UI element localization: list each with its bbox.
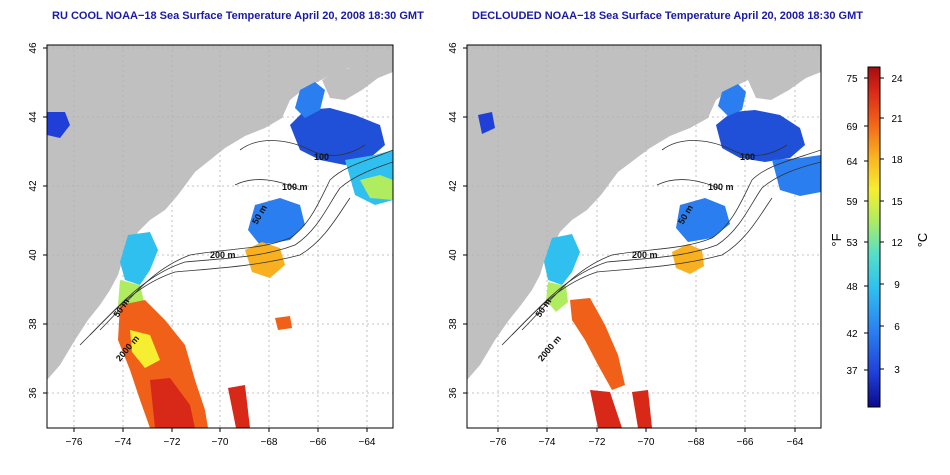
lon-tick-label: −72: [589, 437, 606, 448]
contour-label: 100: [314, 152, 329, 162]
colorbar-f-tick: 48: [846, 282, 858, 293]
map-title-left: RU COOL NOAA−18 Sea Surface Temperature …: [52, 10, 424, 22]
colorbar-fahrenheit-label: °F: [829, 233, 844, 246]
lat-tick-label: 38: [28, 318, 39, 330]
map-panel-left: 100 100 m 50 m 200 m 50 m 2000 m −76 −74…: [28, 42, 394, 448]
lon-tick-label: −64: [787, 437, 804, 448]
colorbar-c-tick: 9: [894, 280, 900, 291]
colorbar-f-tick: 75: [846, 74, 858, 85]
lon-tick-label: −74: [115, 437, 132, 448]
lon-tick-label: −66: [310, 437, 327, 448]
lon-tick-label: −76: [490, 437, 507, 448]
sst-warm-streak-east: [228, 385, 250, 428]
sst-gulf-stream: [570, 298, 625, 390]
contour-label: 100: [740, 152, 755, 162]
colorbar-f-tick: 59: [846, 197, 858, 208]
lat-tick-label: 46: [448, 42, 459, 54]
sst-scotian-warm: [360, 175, 393, 200]
contour-label: 200 m: [632, 250, 658, 260]
lon-tick-label: −76: [66, 437, 83, 448]
sst-cold-west: [47, 112, 70, 138]
map-title-right: DECLOUDED NOAA−18 Sea Surface Temperatur…: [472, 10, 863, 22]
sst-gulf-stream-yellow: [130, 330, 160, 368]
sst-georges-bank: [676, 198, 730, 242]
lat-tick-label: 44: [28, 111, 39, 123]
colorbar-c-tick: 18: [891, 155, 903, 166]
sst-coastal-cyan: [544, 234, 580, 285]
colorbar-c-tick: 15: [891, 197, 903, 208]
colorbar-f-tick: 37: [846, 366, 858, 377]
colorbar-f-tick: 69: [846, 122, 858, 133]
lat-tick-label: 38: [448, 318, 459, 330]
lon-tick-label: −74: [539, 437, 556, 448]
lon-tick-label: −64: [359, 437, 376, 448]
colorbar-c-tick: 12: [891, 238, 903, 249]
colorbar: 75 69 64 59 53 48 42 37 24 21 18 15 12 9…: [829, 66, 930, 408]
lat-tick-label: 36: [28, 387, 39, 399]
land-nova-scotia: [748, 58, 821, 100]
land-nova-scotia: [322, 58, 393, 100]
lat-tick-label: 46: [28, 42, 39, 54]
lat-tick-label: 40: [448, 249, 459, 261]
colorbar-f-tick: 64: [846, 157, 858, 168]
lat-tick-label: 36: [448, 387, 459, 399]
sst-warm-patch: [275, 316, 292, 330]
lon-tick-label: −68: [688, 437, 705, 448]
sst-cold-region-north: [718, 84, 746, 116]
contour-label: 100 m: [708, 182, 734, 192]
lon-tick-label: −70: [212, 437, 229, 448]
bathymetry-contours: [501, 140, 821, 346]
colorbar-c-tick: 24: [891, 74, 903, 85]
sst-gulf-stream-core: [150, 378, 195, 428]
lat-tick-label: 42: [28, 180, 39, 192]
bathymetry-contours: [79, 140, 393, 346]
land-mass: [467, 45, 821, 380]
colorbar-f-tick: 53: [846, 238, 858, 249]
lon-tick-label: −72: [164, 437, 181, 448]
lat-tick-label: 44: [448, 111, 459, 123]
colorbar-c-tick: 21: [891, 114, 903, 125]
sst-cold-west: [478, 112, 495, 134]
colorbar-c-tick: 6: [894, 322, 900, 333]
lon-tick-label: −66: [737, 437, 754, 448]
lon-tick-label: −68: [261, 437, 278, 448]
sst-gulf-stream-core: [590, 390, 622, 428]
sst-coastal-cyan: [120, 232, 158, 285]
map-panel-right: 100 100 m 50 m 200 m 50 m 2000 m −76 −74…: [448, 42, 822, 448]
sst-cold-region: [716, 110, 805, 162]
colorbar-f-tick: 42: [846, 329, 858, 340]
land-mass: [47, 45, 393, 380]
colorbar-c-tick: 3: [894, 365, 900, 376]
sst-cold-region: [290, 108, 385, 165]
sst-warm-streak-east: [632, 390, 652, 428]
contour-label: 100 m: [282, 182, 308, 192]
lon-tick-label: −70: [638, 437, 655, 448]
lat-tick-label: 42: [448, 180, 459, 192]
colorbar-gradient: [867, 66, 881, 408]
sst-gulf-stream: [118, 300, 208, 428]
contour-label: 200 m: [210, 250, 236, 260]
sst-georges-bank: [248, 198, 305, 245]
colorbar-celsius-label: °C: [915, 233, 930, 248]
sst-cold-region-north: [295, 82, 325, 118]
lat-tick-label: 40: [28, 249, 39, 261]
